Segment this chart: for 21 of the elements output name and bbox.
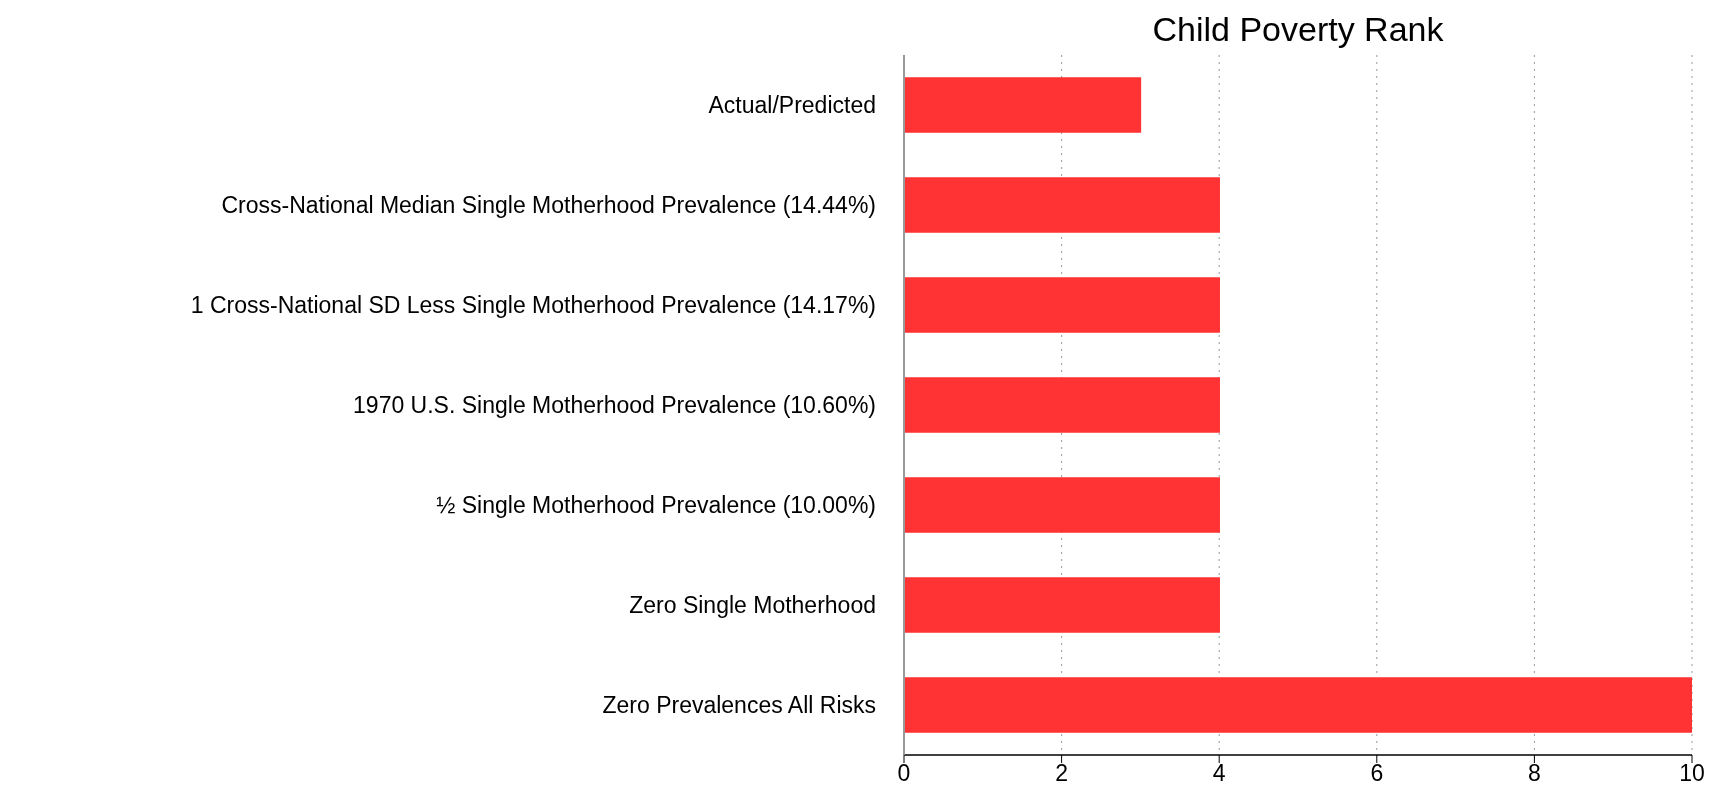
x-tick-label: 10 bbox=[1679, 760, 1705, 787]
y-tick-label: Actual/Predicted bbox=[708, 92, 876, 119]
x-tick-label: 2 bbox=[1055, 760, 1068, 787]
bar bbox=[904, 677, 1692, 733]
bar bbox=[904, 77, 1142, 133]
bar bbox=[904, 577, 1220, 633]
bar bbox=[904, 177, 1220, 233]
bar bbox=[904, 477, 1220, 533]
x-tick-label: 0 bbox=[897, 760, 911, 787]
bar bbox=[904, 377, 1220, 433]
bar bbox=[904, 277, 1220, 333]
chart-title: Child Poverty Rank bbox=[1151, 10, 1445, 49]
y-tick-label: ½ Single Motherhood Prevalence (10.00%) bbox=[436, 492, 876, 519]
y-tick-label: 1 Cross-National SD Less Single Motherhood Prevalence (14.17%) bbox=[190, 292, 876, 319]
x-tick-label: 6 bbox=[1370, 760, 1384, 787]
y-tick-label: Cross-National Median Single Motherhood Prevalence (14.44%) bbox=[221, 192, 876, 219]
y-tick-label: Zero Single Motherhood bbox=[629, 592, 876, 619]
y-tick-label: Zero Prevalences All Risks bbox=[602, 692, 876, 719]
x-tick-label: 8 bbox=[1528, 760, 1541, 787]
x-tick-label: 4 bbox=[1212, 760, 1226, 787]
y-tick-label: 1970 U.S. Single Motherhood Prevalence (10.60%) bbox=[353, 392, 876, 419]
